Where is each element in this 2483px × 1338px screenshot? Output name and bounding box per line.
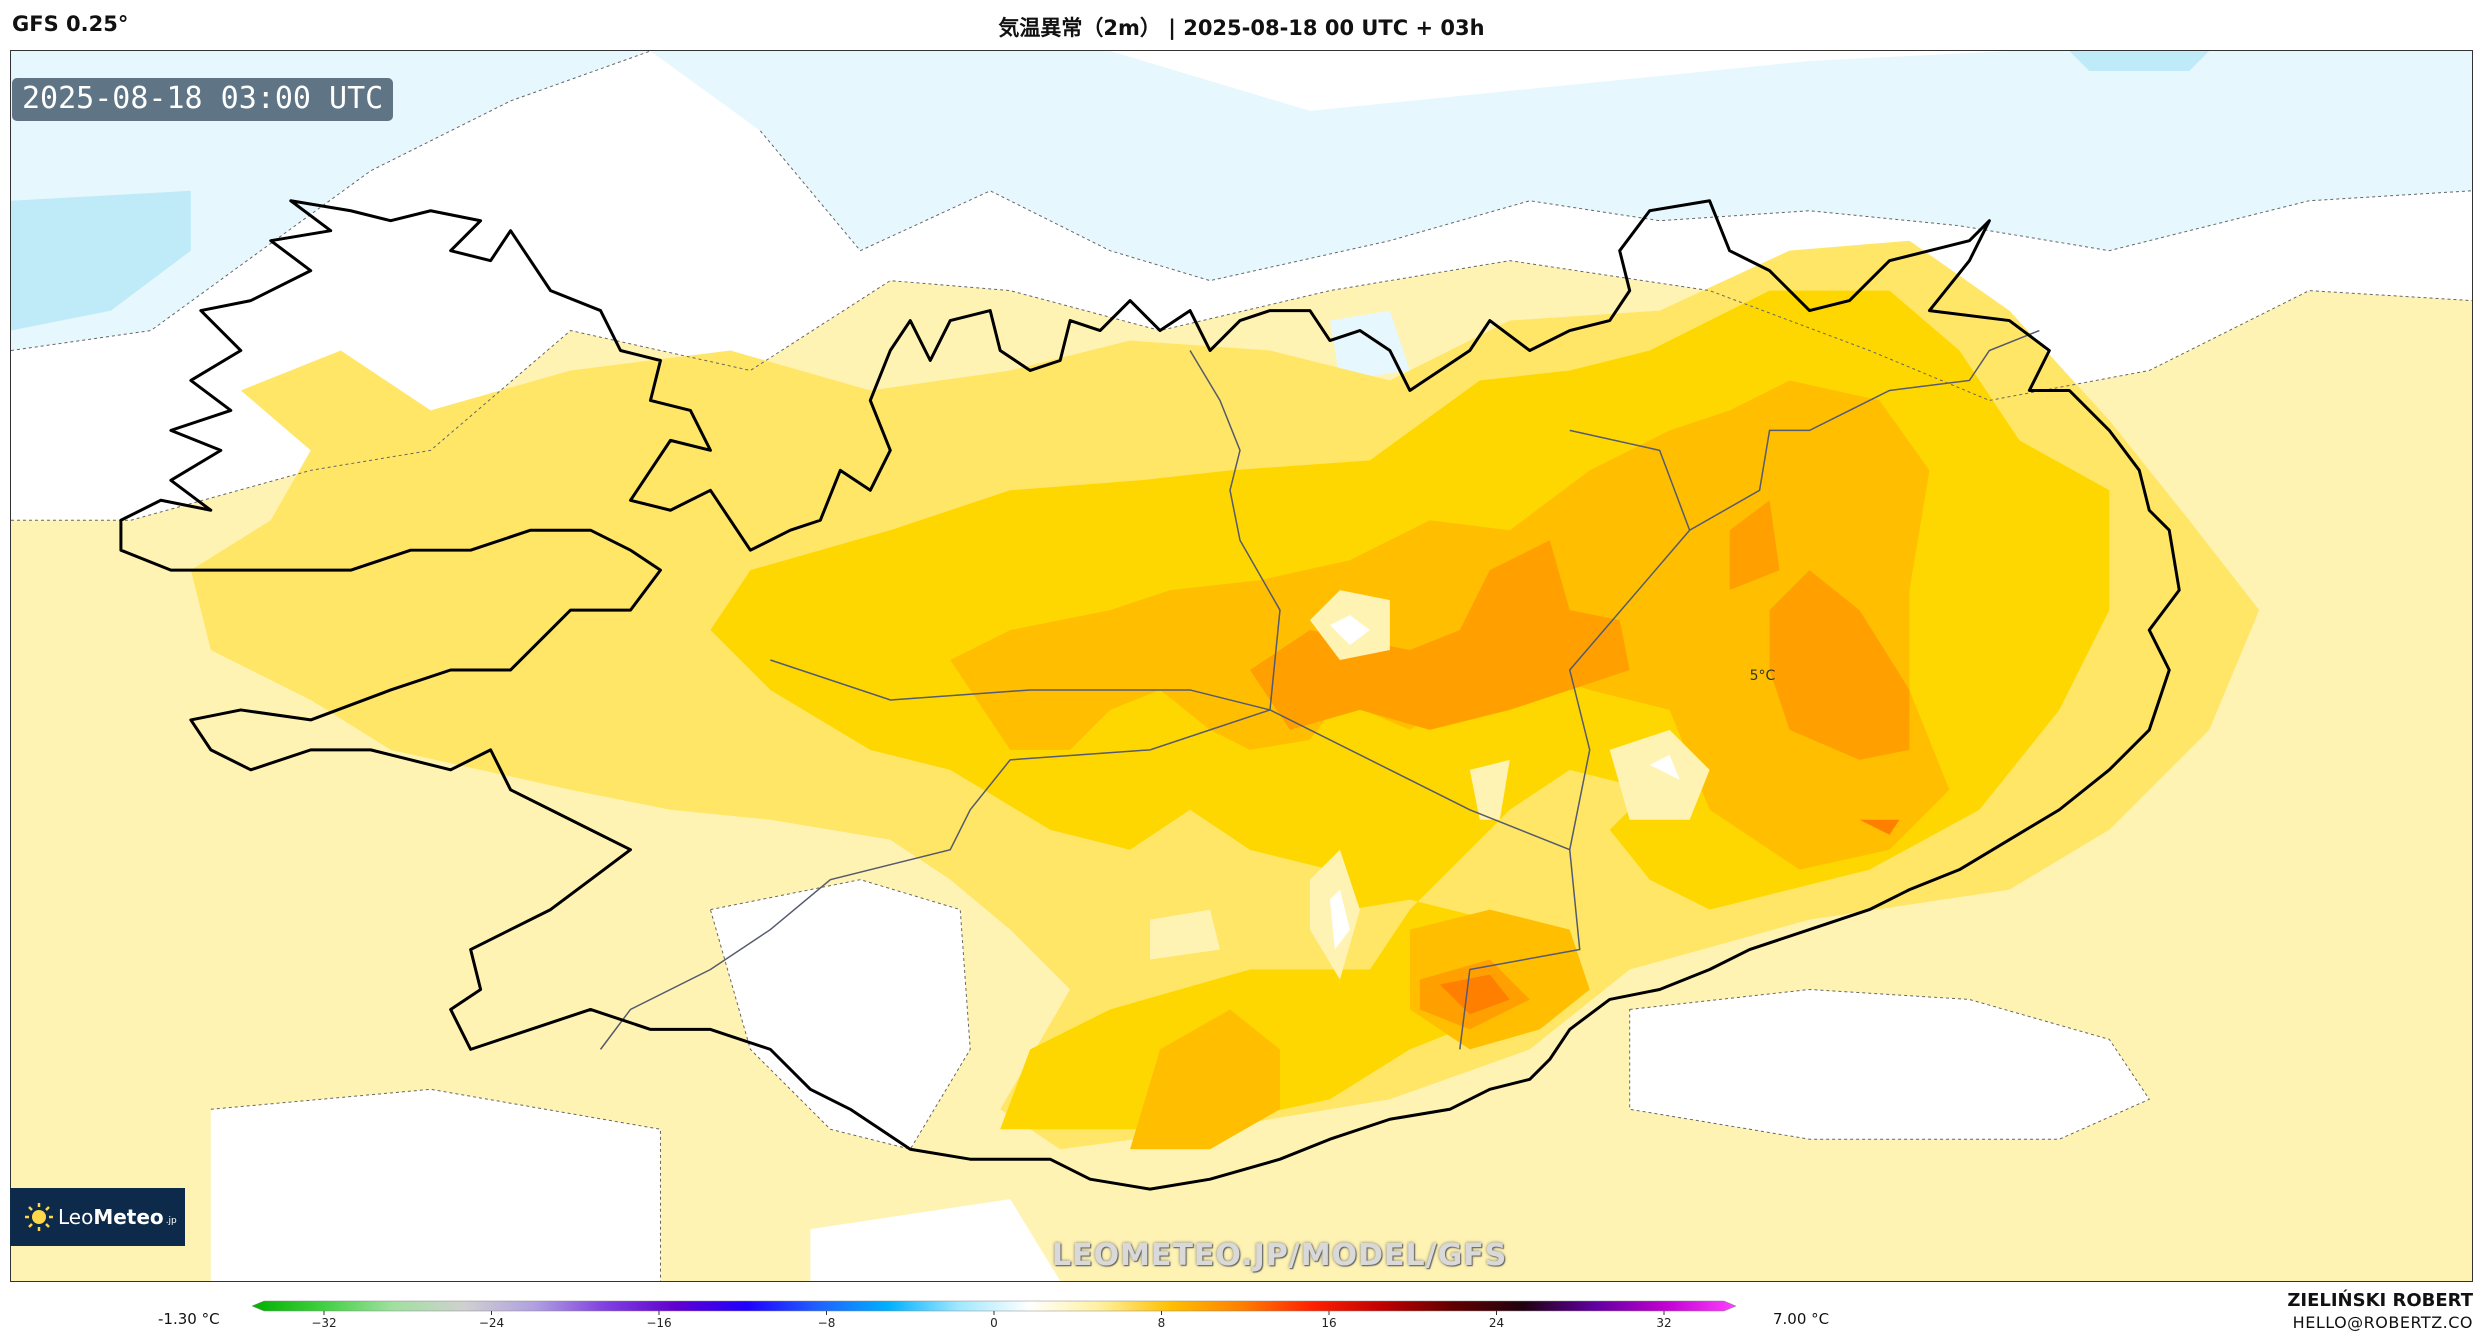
- coastline: [119, 199, 2181, 1191]
- colorbar-tick-label: −32: [311, 1316, 336, 1330]
- anomaly-map: 5°C: [11, 51, 2472, 1281]
- neutral-pocket-1-core: [1329, 615, 1370, 646]
- colorbar-ticks: −32 −24 −16 −8 0 8 16 24 32: [311, 1311, 1672, 1330]
- map-panel: 5°C: [10, 50, 2473, 1282]
- neutral-pocket-3-core: [1329, 889, 1350, 950]
- contour-label: 5°C: [1750, 668, 1776, 684]
- neutral-pocket-2: [1609, 729, 1710, 820]
- cold-zone-north: [11, 51, 2472, 351]
- leometeo-logo: LeoMeteo .jp: [10, 1188, 185, 1246]
- colorbar-tick-label: 32: [1656, 1316, 1671, 1330]
- cold-zone-fjord: [1329, 310, 1410, 381]
- colorbar-min-label: -1.30 °C: [158, 1310, 220, 1328]
- page-title: 気温異常（2m） | 2025-08-18 00 UTC + 03h: [998, 16, 1485, 40]
- colorbar-tick-label: −8: [818, 1316, 836, 1330]
- neutral-pocket-5: [1469, 759, 1510, 820]
- anomaly-level-6-east: [1859, 819, 1900, 835]
- colorbar-tick-label: 0: [990, 1316, 998, 1330]
- colorbar-tick-label: 24: [1489, 1316, 1504, 1330]
- anomaly-level-5-east: [1769, 570, 1910, 760]
- cold-zone-northeast: [2069, 51, 2210, 71]
- colorbar-tick-label: −16: [646, 1316, 671, 1330]
- anomaly-level-5-center: [1249, 540, 1630, 730]
- author-credit: ZIELIŃSKI ROBERT HELLO@ROBERTZ.CO: [2287, 1290, 2473, 1334]
- colorbar-max-label: 7.00 °C: [1773, 1310, 1830, 1328]
- ice-boundary: [11, 51, 2472, 1281]
- colorbar-tick-label: 16: [1321, 1316, 1336, 1330]
- model-label: GFS 0.25°: [12, 12, 129, 36]
- colorbar-tick-label: −24: [479, 1316, 504, 1330]
- sun-icon: [25, 1203, 53, 1231]
- cold-zone-northwest: [11, 190, 191, 331]
- logo-suffix: .jp: [165, 1216, 177, 1226]
- logo-text: LeoMeteo: [58, 1205, 164, 1229]
- neutral-zone-south: [810, 1199, 1061, 1281]
- anomaly-level-5-northeast: [1729, 500, 1780, 591]
- neutral-zone-south-west: [210, 1089, 661, 1281]
- colorbar-tick-label: 8: [1158, 1316, 1166, 1330]
- colorbar: −32 −24 −16 −8 0 8 16 24 32: [252, 1300, 1736, 1330]
- watermark-url: LEOMETEO.JP/MODEL/GFS: [1052, 1238, 1508, 1273]
- anomaly-level-4-southwest: [1130, 1009, 1280, 1150]
- colorbar-gradient: [252, 1300, 1736, 1312]
- valid-time-badge: 2025-08-18 03:00 UTC: [12, 78, 394, 121]
- neutral-zone-south-east: [1629, 989, 2150, 1140]
- author-email: HELLO@ROBERTZ.CO: [2292, 1313, 2473, 1332]
- author-name: ZIELIŃSKI ROBERT: [2287, 1290, 2473, 1311]
- region-borders: [599, 329, 2040, 1050]
- anomaly-level-4: [950, 380, 1950, 870]
- neutral-pocket-4: [1150, 909, 1221, 960]
- anomaly-level-6-south: [1439, 974, 1510, 1015]
- neutral-pocket-2-core: [1649, 754, 1680, 780]
- neutral-zone-south-central: [710, 879, 971, 1150]
